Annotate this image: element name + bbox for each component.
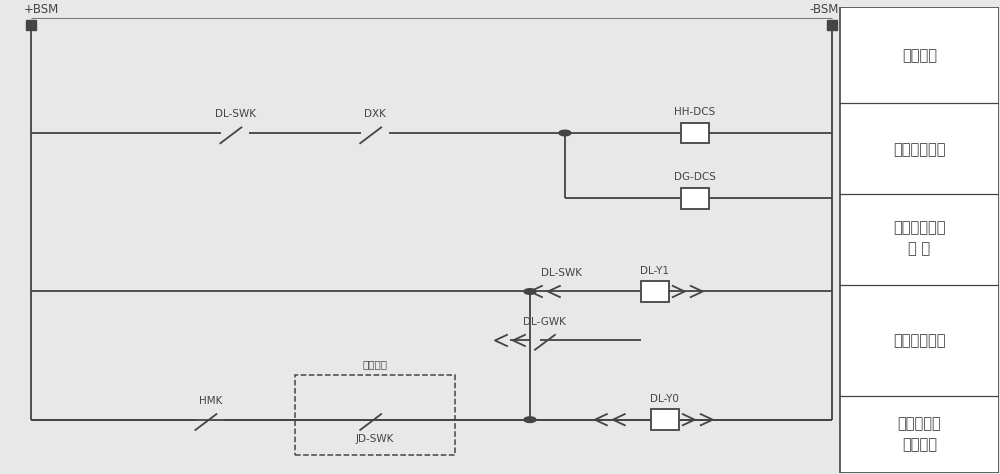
Text: 合闸闭锁回路: 合闸闭锁回路	[893, 333, 946, 348]
Text: DL-Y1: DL-Y1	[640, 265, 669, 276]
Bar	[651, 410, 679, 430]
Text: DL-GWK: DL-GWK	[524, 318, 566, 328]
Text: 接地开关闭锁
回 路: 接地开关闭锁 回 路	[893, 220, 946, 256]
Text: 接地小车: 接地小车	[363, 359, 388, 369]
Text: HH-DCS: HH-DCS	[674, 107, 715, 117]
Text: 断路器小车
闭锁回路: 断路器小车 闭锁回路	[898, 416, 941, 452]
Bar	[641, 281, 669, 302]
Bar	[681, 188, 709, 209]
Text: DL-SWK: DL-SWK	[541, 268, 582, 278]
Bar	[840, 7, 999, 474]
Circle shape	[559, 130, 571, 136]
Bar	[827, 20, 837, 30]
Text: HMK: HMK	[199, 396, 222, 406]
Text: DL-SWK: DL-SWK	[215, 109, 256, 119]
Text: DXK: DXK	[364, 109, 386, 119]
Bar	[26, 20, 36, 30]
Text: +BSM: +BSM	[24, 2, 59, 16]
Text: JD-SWK: JD-SWK	[356, 434, 394, 444]
Text: DL-Y0: DL-Y0	[650, 394, 679, 404]
Bar	[295, 375, 455, 455]
Text: DG-DCS: DG-DCS	[674, 173, 716, 182]
Text: -BSM: -BSM	[809, 2, 839, 16]
Text: 后门闭锁回路: 后门闭锁回路	[893, 142, 946, 157]
Text: 闭锁电源: 闭锁电源	[902, 48, 937, 64]
Circle shape	[524, 289, 536, 294]
Bar	[681, 123, 709, 143]
Circle shape	[524, 417, 536, 422]
